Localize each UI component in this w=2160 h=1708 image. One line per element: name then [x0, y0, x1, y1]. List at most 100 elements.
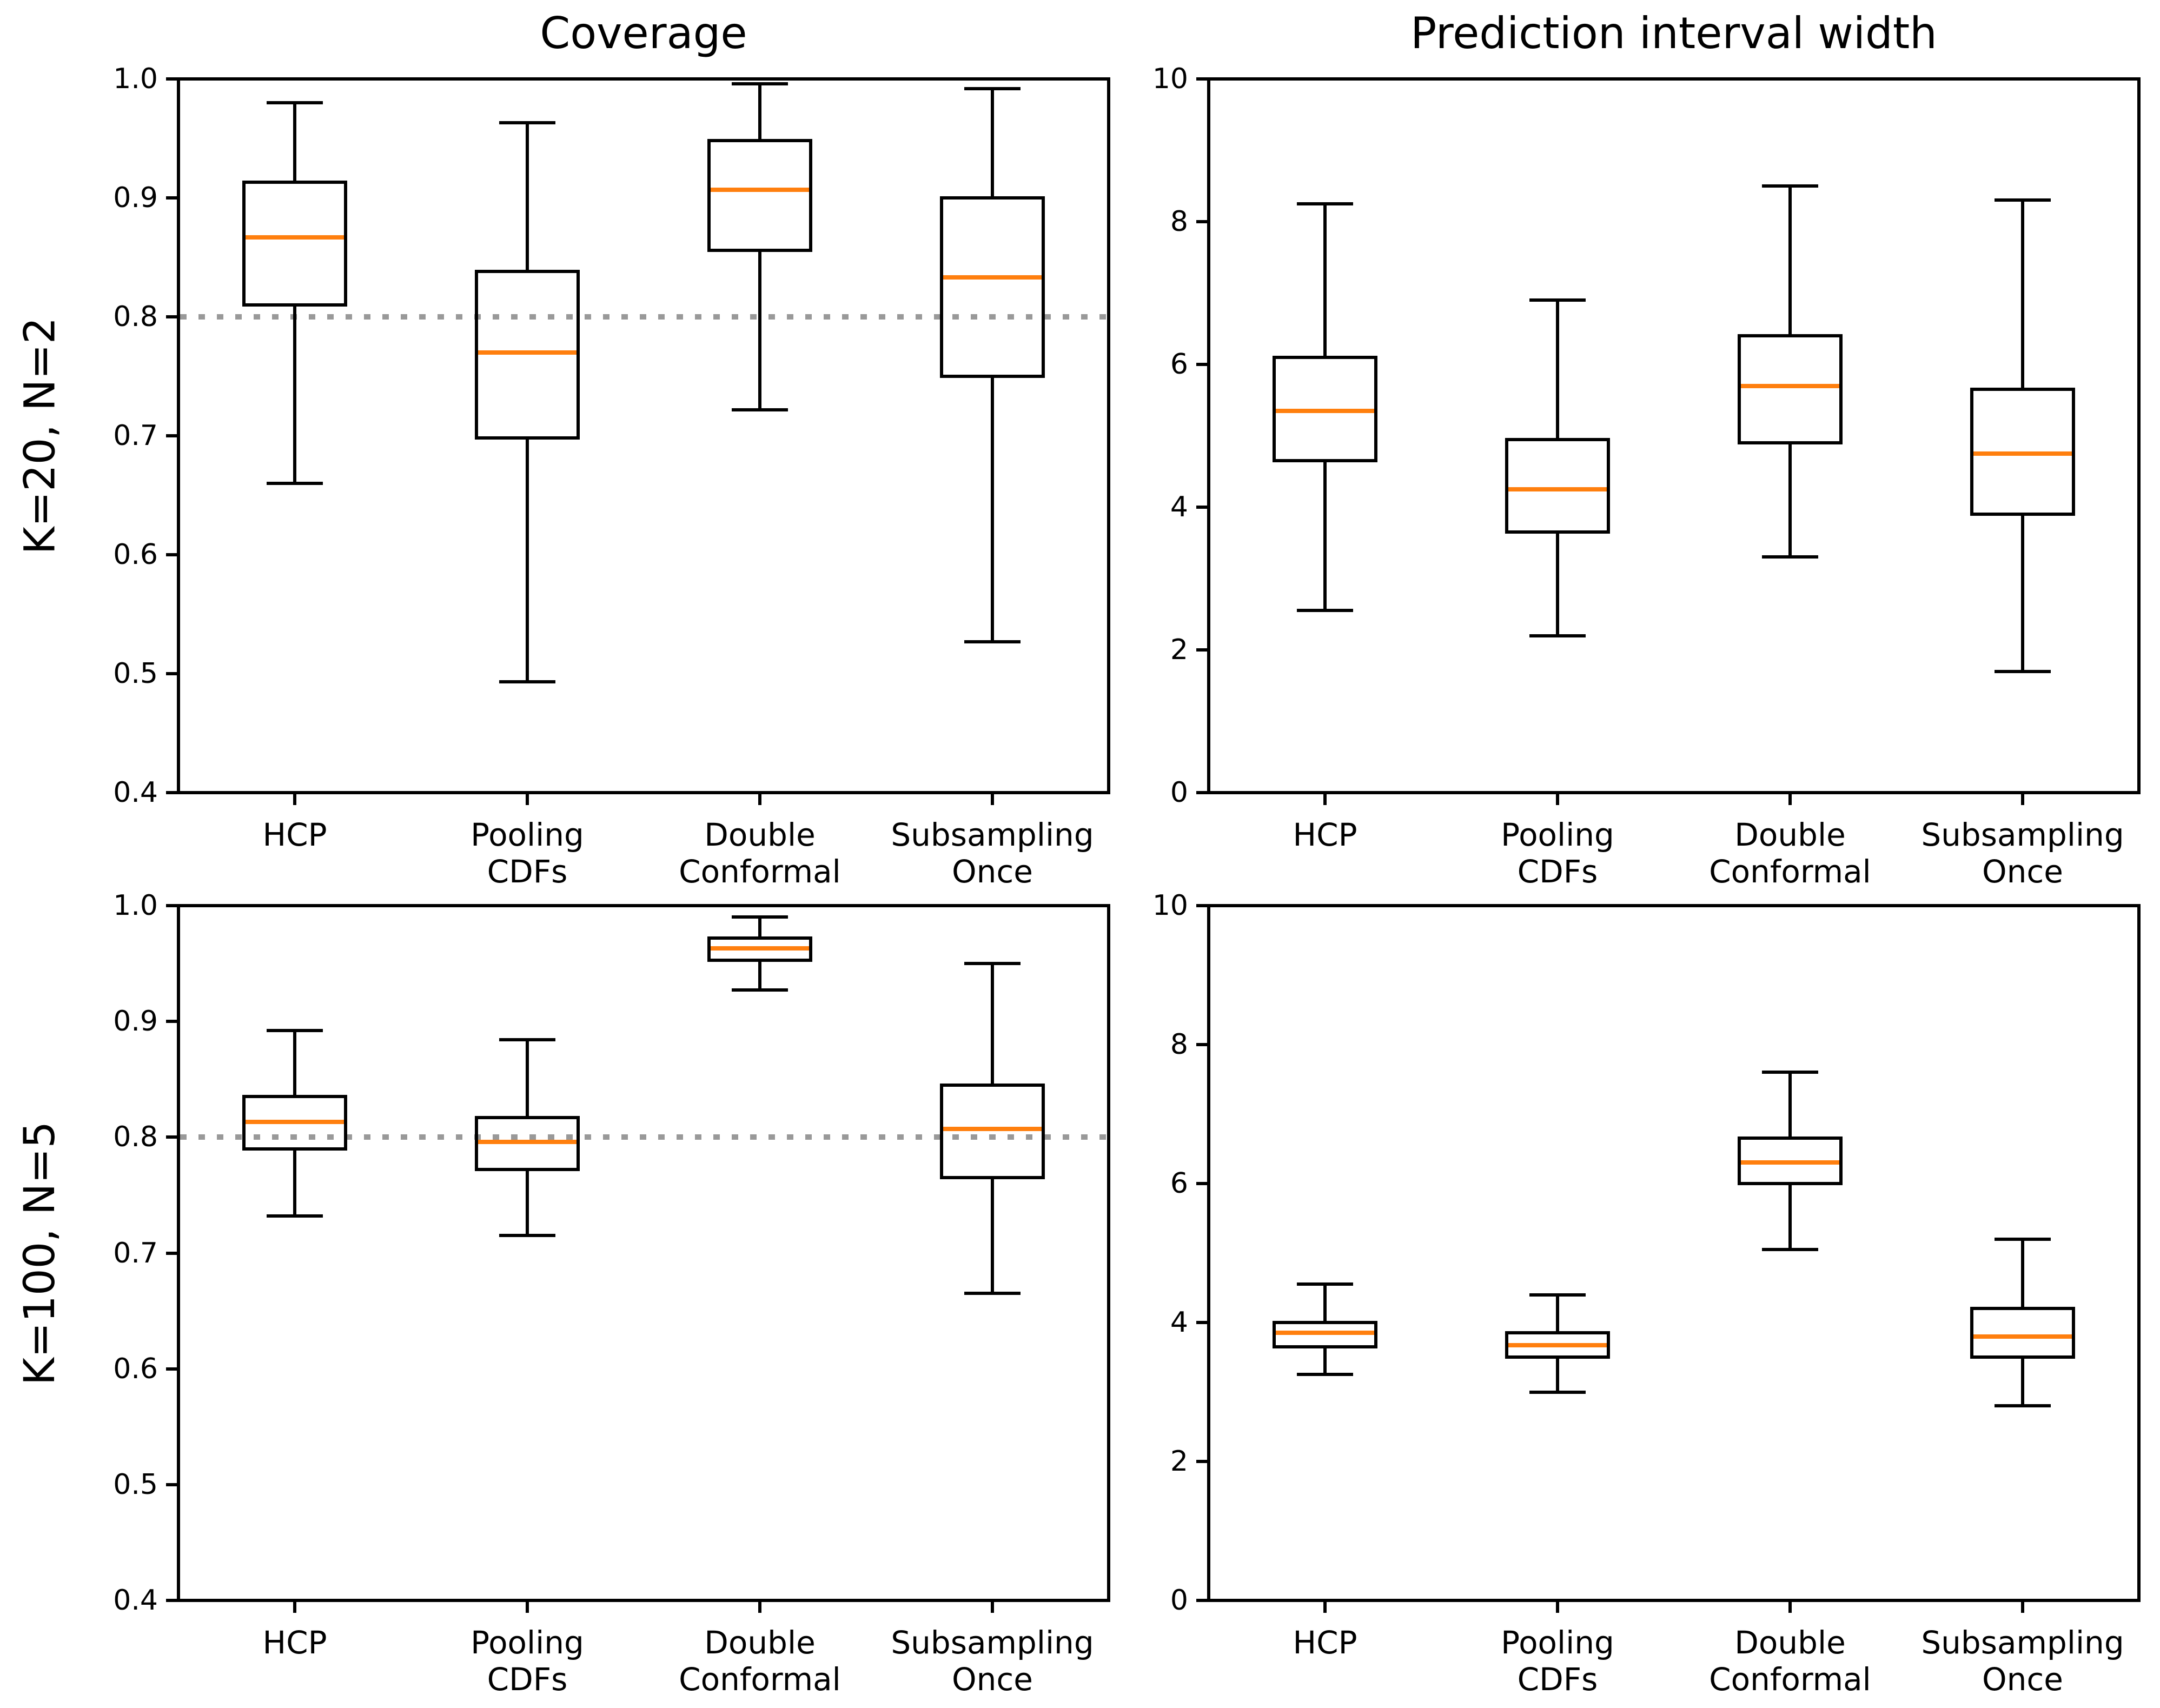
y-tick-label-pi-width-k100-n5: 6 [1170, 1167, 1188, 1200]
y-tick-label-coverage-k20-n2: 0.9 [113, 182, 158, 214]
box-pooling-cdfs [1505, 437, 1610, 534]
box-pooling-cdfs [1505, 1331, 1610, 1359]
x-tick-double-conformal [1788, 1602, 1792, 1613]
y-tick-coverage-k20-n2 [166, 77, 177, 81]
y-tick-label-coverage-k100-n5: 0.5 [113, 1468, 158, 1501]
y-tick-label-coverage-k100-n5: 0.7 [113, 1237, 158, 1270]
median-pooling-cdfs [1508, 487, 1607, 491]
x-tick-label-double-conformal: Double Conformal [1709, 1624, 1871, 1698]
y-tick-label-coverage-k20-n2: 0.6 [113, 539, 158, 571]
x-tick-subsampling-once [991, 794, 994, 805]
x-tick-subsampling-once [2021, 1602, 2024, 1613]
cap-lower-hcp [267, 1214, 323, 1218]
median-subsampling-once [943, 275, 1042, 280]
y-tick-label-pi-width-k20-n2: 6 [1170, 348, 1188, 381]
y-tick-label-coverage-k100-n5: 0.6 [113, 1352, 158, 1385]
whisker-lower-double-conformal [758, 960, 761, 991]
whisker-lower-hcp [1323, 1346, 1327, 1375]
whisker-upper-hcp [293, 103, 296, 183]
whisker-lower-subsampling-once [991, 1178, 994, 1294]
box-subsampling-once [1970, 388, 2075, 516]
box-hcp [1273, 1321, 1377, 1348]
y-tick-coverage-k20-n2 [166, 434, 177, 437]
y-tick-label-coverage-k20-n2: 1.0 [113, 63, 158, 95]
box-double-conformal [707, 936, 812, 962]
x-tick-label-subsampling-once: Subsampling Once [891, 816, 1094, 890]
whisker-upper-pooling-cdfs [526, 1040, 529, 1118]
x-tick-label-hcp: HCP [262, 1624, 327, 1661]
cap-upper-pooling-cdfs [1529, 298, 1586, 302]
cap-upper-double-conformal [1762, 184, 1818, 188]
x-tick-hcp [1323, 794, 1327, 805]
box-subsampling-once [1970, 1307, 2075, 1359]
y-tick-coverage-k100-n5 [166, 904, 177, 907]
median-pooling-cdfs [1508, 1343, 1607, 1348]
x-tick-double-conformal [758, 1602, 761, 1613]
box-double-conformal [707, 139, 812, 252]
cap-upper-hcp [267, 1029, 323, 1033]
whisker-lower-subsampling-once [2021, 1357, 2024, 1406]
y-tick-label-pi-width-k20-n2: 2 [1170, 634, 1188, 666]
whisker-lower-hcp [293, 1148, 296, 1216]
y-tick-coverage-k100-n5 [166, 1135, 177, 1139]
box-hcp [242, 181, 347, 307]
whisker-upper-hcp [293, 1031, 296, 1097]
y-tick-coverage-k20-n2 [166, 315, 177, 318]
cap-lower-subsampling-once [1995, 1404, 2051, 1408]
y-tick-coverage-k20-n2 [166, 196, 177, 200]
x-tick-subsampling-once [2021, 794, 2024, 805]
whisker-lower-subsampling-once [2021, 514, 2024, 672]
x-tick-label-pooling-cdfs: Pooling CDFs [1501, 1624, 1614, 1698]
panel-pi-width-k100-n5 [1207, 904, 2141, 1602]
cap-upper-hcp [1297, 1282, 1353, 1286]
reference-line-08 [180, 314, 1107, 320]
panel-title-coverage: Coverage [540, 8, 747, 58]
x-tick-label-pooling-cdfs: Pooling CDFs [1501, 816, 1614, 890]
y-tick-pi-width-k20-n2 [1196, 220, 1207, 223]
median-hcp [246, 1120, 344, 1125]
x-tick-pooling-cdfs [1556, 794, 1559, 805]
whisker-lower-double-conformal [758, 250, 761, 410]
y-tick-label-pi-width-k20-n2: 10 [1152, 63, 1188, 95]
y-tick-pi-width-k100-n5 [1196, 904, 1207, 907]
median-hcp [1276, 408, 1374, 413]
x-tick-subsampling-once [991, 1602, 994, 1613]
y-tick-coverage-k100-n5 [166, 1020, 177, 1024]
x-tick-hcp [293, 1602, 296, 1613]
y-tick-label-coverage-k20-n2: 0.8 [113, 301, 158, 333]
panel-coverage-k100-n5 [177, 904, 1110, 1602]
cap-lower-pooling-cdfs [499, 1234, 555, 1238]
y-tick-pi-width-k100-n5 [1196, 1460, 1207, 1463]
cap-upper-hcp [267, 101, 323, 104]
cap-upper-double-conformal [732, 82, 788, 85]
y-tick-label-coverage-k100-n5: 0.8 [113, 1121, 158, 1154]
y-tick-pi-width-k20-n2 [1196, 791, 1207, 794]
x-tick-label-hcp: HCP [262, 816, 327, 853]
whisker-upper-double-conformal [758, 917, 761, 938]
whisker-upper-pooling-cdfs [1556, 300, 1559, 440]
box-hcp [242, 1095, 347, 1151]
whisker-upper-subsampling-once [2021, 200, 2024, 390]
y-tick-label-pi-width-k100-n5: 4 [1170, 1306, 1188, 1339]
whisker-upper-subsampling-once [991, 963, 994, 1085]
x-tick-double-conformal [1788, 794, 1792, 805]
median-hcp [246, 235, 344, 240]
x-tick-double-conformal [758, 794, 761, 805]
y-tick-coverage-k20-n2 [166, 791, 177, 794]
median-hcp [1276, 1331, 1374, 1335]
cap-upper-pooling-cdfs [1529, 1293, 1586, 1297]
whisker-lower-pooling-cdfs [1556, 1357, 1559, 1392]
median-subsampling-once [1973, 451, 2072, 456]
median-double-conformal [711, 187, 809, 192]
y-tick-label-pi-width-k20-n2: 4 [1170, 491, 1188, 523]
whisker-upper-pooling-cdfs [526, 123, 529, 272]
x-tick-label-pooling-cdfs: Pooling CDFs [471, 816, 584, 890]
cap-upper-pooling-cdfs [499, 121, 555, 125]
box-hcp [1273, 355, 1377, 463]
x-tick-label-hcp: HCP [1293, 1624, 1357, 1661]
cap-upper-double-conformal [1762, 1071, 1818, 1074]
x-tick-hcp [1323, 1602, 1327, 1613]
whisker-lower-hcp [1323, 461, 1327, 611]
whisker-upper-subsampling-once [2021, 1239, 2024, 1309]
median-double-conformal [1741, 383, 1839, 388]
